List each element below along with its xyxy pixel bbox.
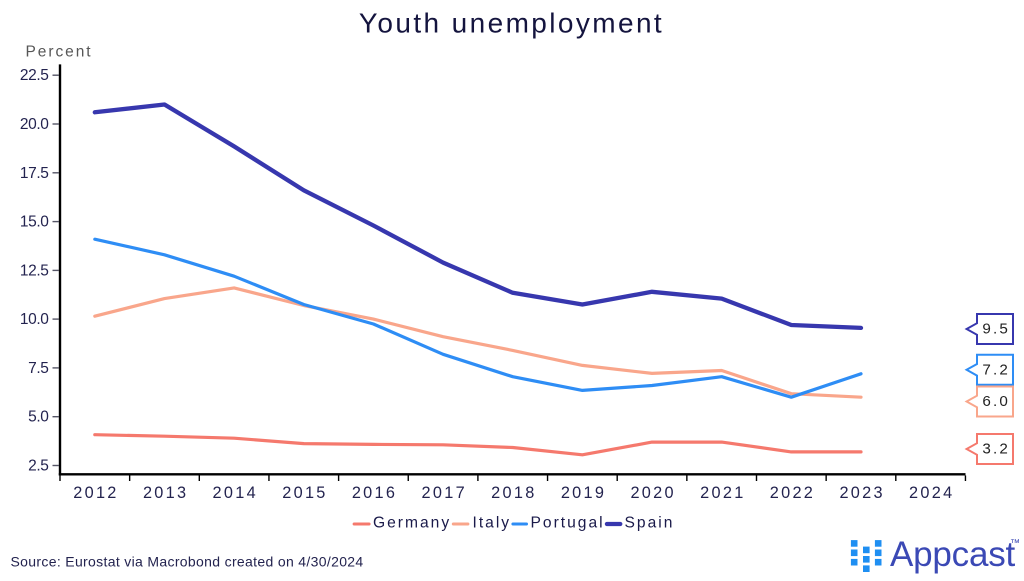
svg-text:2019: 2019: [561, 484, 606, 502]
svg-text:2014: 2014: [213, 484, 258, 502]
svg-text:2021: 2021: [700, 484, 745, 502]
svg-text:2015: 2015: [282, 484, 327, 502]
svg-text:Appcast: Appcast: [890, 535, 1016, 574]
svg-text:6.0: 6.0: [982, 393, 1010, 410]
svg-text:9.5: 9.5: [982, 321, 1010, 338]
svg-text:10.0: 10.0: [20, 311, 49, 328]
svg-text:2020: 2020: [630, 484, 675, 502]
svg-text:20.0: 20.0: [20, 116, 49, 133]
svg-text:7.2: 7.2: [982, 361, 1010, 378]
svg-text:2023: 2023: [839, 484, 884, 502]
svg-text:Percent: Percent: [26, 44, 93, 61]
svg-text:2013: 2013: [143, 484, 188, 502]
svg-text:2017: 2017: [422, 484, 467, 502]
svg-text:15.0: 15.0: [20, 214, 49, 231]
svg-text:5.0: 5.0: [28, 409, 49, 426]
svg-text:2022: 2022: [770, 484, 815, 502]
svg-text:12.5: 12.5: [20, 262, 49, 279]
svg-text:Portugal: Portugal: [531, 515, 605, 532]
svg-text:Spain: Spain: [625, 515, 675, 532]
svg-text:2.5: 2.5: [28, 458, 48, 475]
svg-text:™: ™: [1010, 538, 1020, 549]
svg-text:Source: Eurostat via Macrobond: Source: Eurostat via Macrobond created o…: [11, 554, 364, 570]
svg-text:2012: 2012: [73, 484, 118, 502]
svg-text:7.5: 7.5: [28, 360, 48, 377]
svg-text:Germany: Germany: [373, 515, 451, 532]
svg-text:Youth unemployment: Youth unemployment: [359, 8, 664, 39]
svg-text:2016: 2016: [352, 484, 397, 502]
svg-text:Italy: Italy: [473, 515, 512, 532]
svg-text:3.2: 3.2: [982, 441, 1010, 458]
svg-text:22.5: 22.5: [20, 67, 49, 84]
svg-text:17.5: 17.5: [20, 165, 49, 182]
svg-text:2024: 2024: [909, 484, 954, 502]
svg-text:2018: 2018: [491, 484, 536, 502]
